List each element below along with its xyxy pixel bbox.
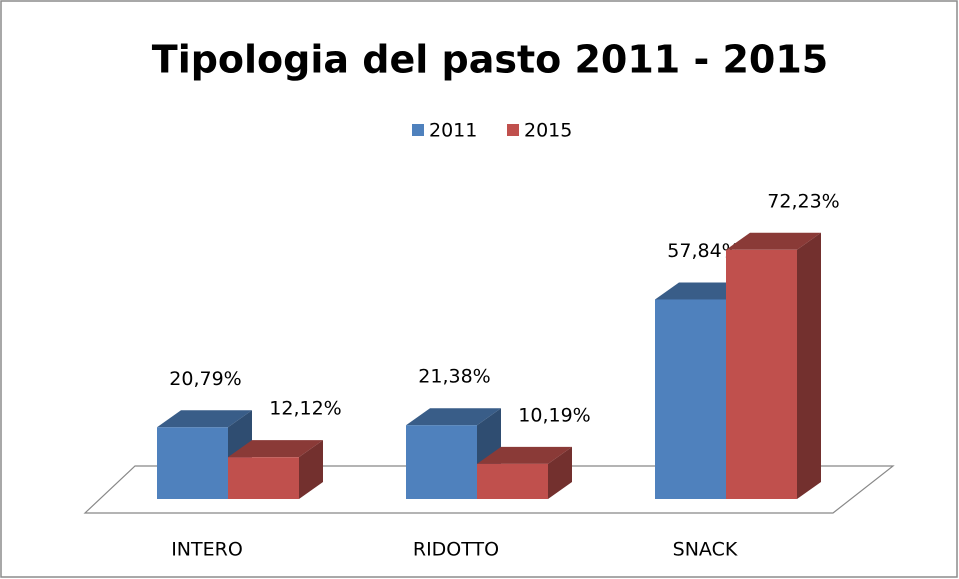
value-label: 72,23% xyxy=(767,190,839,212)
bar xyxy=(655,299,726,499)
bar-top xyxy=(228,440,323,458)
bar-top xyxy=(406,408,501,426)
value-label: 57,84% xyxy=(667,240,739,262)
x-tick-label: RIDOTTO xyxy=(413,539,499,561)
value-label: 20,79% xyxy=(169,368,241,390)
bar xyxy=(228,457,299,499)
bar xyxy=(477,463,548,499)
legend-swatch xyxy=(507,124,519,136)
value-label: 12,12% xyxy=(269,398,341,420)
bar-side xyxy=(797,232,821,499)
bar xyxy=(726,249,797,499)
bar-top xyxy=(157,410,252,428)
legend-label: 2015 xyxy=(524,120,572,142)
value-label: 21,38% xyxy=(418,366,490,388)
bar-side xyxy=(548,446,572,499)
bar-top xyxy=(726,232,821,250)
legend-swatch xyxy=(412,124,424,136)
bar-top xyxy=(477,446,572,464)
x-tick-label: SNACK xyxy=(673,539,738,561)
bar-side xyxy=(299,440,323,499)
bar xyxy=(157,427,228,499)
bar xyxy=(406,425,477,499)
legend-label: 2011 xyxy=(429,120,477,142)
chart-title: Tipologia del pasto 2011 - 2015 xyxy=(152,38,828,82)
value-label: 10,19% xyxy=(518,404,590,426)
x-tick-label: INTERO xyxy=(171,539,243,561)
